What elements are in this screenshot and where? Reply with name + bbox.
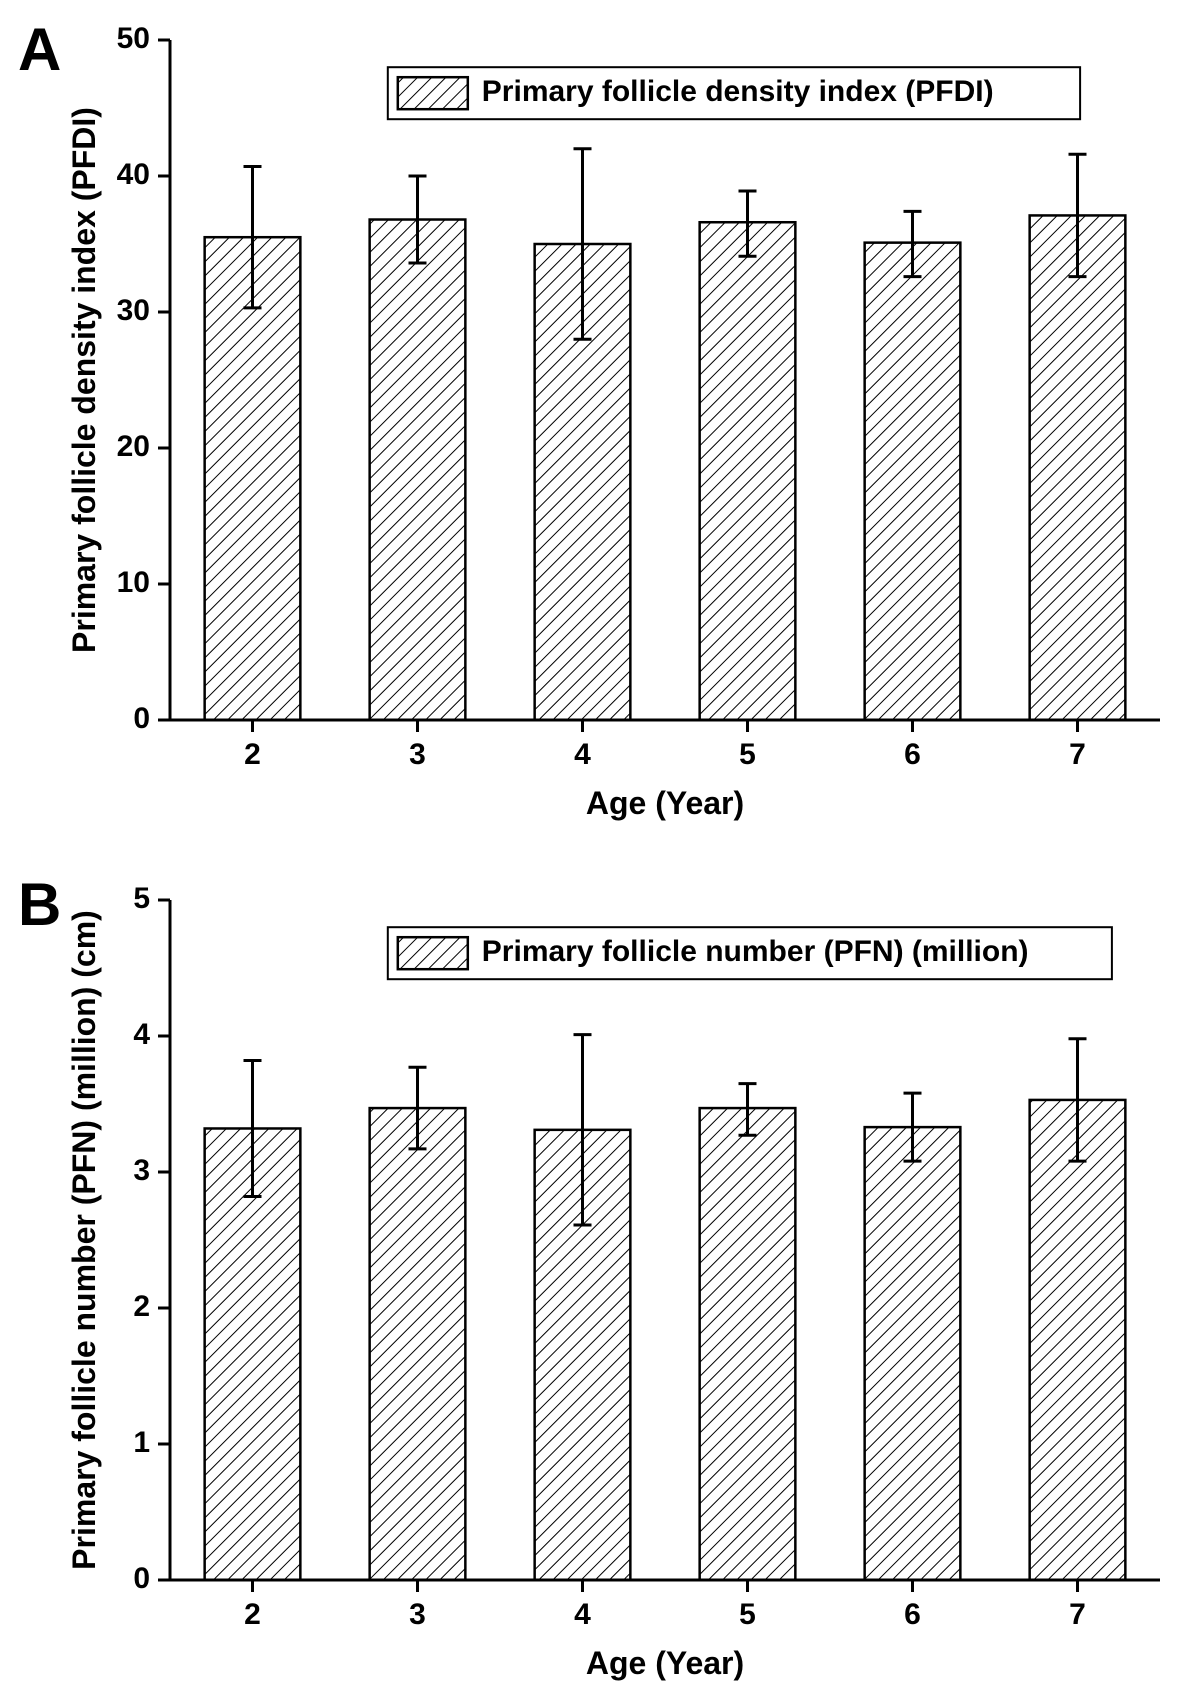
x-tick-label: 3 — [409, 1598, 426, 1631]
y-tick-label: 50 — [117, 22, 150, 55]
x-tick-label: 4 — [574, 1598, 591, 1631]
bar — [370, 1108, 466, 1580]
figure: A01020304050234567Age (Year)Primary foll… — [0, 0, 1203, 1694]
y-tick-label: 1 — [133, 1426, 150, 1459]
bar — [700, 222, 796, 720]
x-tick-label: 6 — [904, 1598, 921, 1631]
x-tick-label: 2 — [244, 1598, 261, 1631]
x-tick-label: 7 — [1069, 738, 1086, 771]
y-axis-label: Primary follicle density index (PFDI) — [66, 107, 102, 653]
y-tick-label: 0 — [133, 1562, 150, 1595]
y-tick-label: 4 — [133, 1018, 150, 1051]
y-tick-label: 30 — [117, 294, 150, 327]
bar — [865, 243, 961, 720]
legend-label: Primary follicle density index (PFDI) — [482, 75, 994, 108]
bars-group — [205, 149, 1126, 720]
y-tick-label: 5 — [133, 882, 150, 915]
x-tick-label: 7 — [1069, 1598, 1086, 1631]
x-axis-label: Age (Year) — [586, 785, 744, 821]
chart-panel-B: 0 1 2 3 4 5 2 3 4 5 6 7 Age (Year) Primary follicle n… — [50, 880, 1180, 1700]
y-tick-label: 10 — [117, 566, 150, 599]
y-tick-label: 3 — [133, 1154, 150, 1187]
y-tick-label: 0 — [133, 702, 150, 735]
y-tick-label: 40 — [117, 158, 150, 191]
x-tick-label: 5 — [739, 1598, 756, 1631]
y-axis-label: Primary follicle number (PFN) (million) … — [66, 910, 102, 1570]
chart-svg-B: 0 1 2 3 4 5 2 3 4 5 6 7 Age (Year) Primary follicle n… — [50, 880, 1180, 1700]
bar — [865, 1127, 961, 1580]
y-tick-label: 20 — [117, 430, 150, 463]
x-tick-label: 2 — [244, 738, 261, 771]
x-tick-label: 6 — [904, 738, 921, 771]
x-axis-label: Age (Year) — [586, 1645, 744, 1681]
legend-label: Primary follicle number (PFN) (million) — [482, 935, 1029, 968]
legend: Primary follicle density index (PFDI) — [388, 67, 1080, 119]
x-tick-label: 3 — [409, 738, 426, 771]
x-tick-label: 5 — [739, 738, 756, 771]
chart-svg-A: 0 10 20 30 40 50 2 3 4 5 6 7 Age (Year) Primary folli… — [50, 20, 1180, 840]
bar — [205, 237, 301, 720]
legend: Primary follicle number (PFN) (million) — [388, 927, 1112, 979]
bars-group — [205, 1035, 1126, 1580]
bar — [370, 220, 466, 720]
bar — [700, 1108, 796, 1580]
bar — [1030, 1100, 1126, 1580]
x-tick-label: 4 — [574, 738, 591, 771]
y-tick-label: 2 — [133, 1290, 150, 1323]
chart-panel-A: 0 10 20 30 40 50 2 3 4 5 6 7 Age (Year) Primary folli… — [50, 20, 1180, 840]
bar — [1030, 215, 1126, 720]
